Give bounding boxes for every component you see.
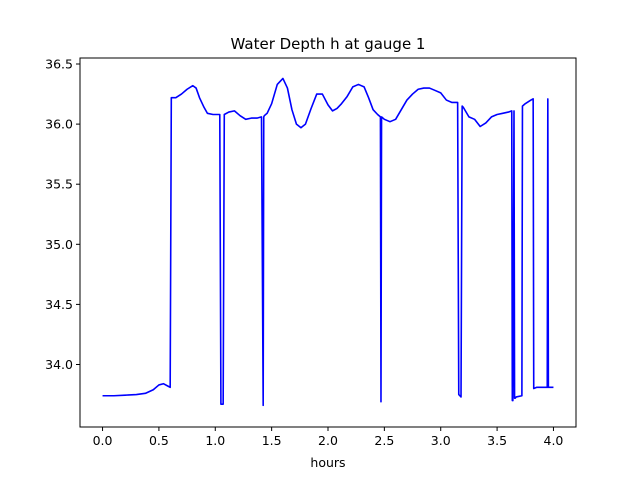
x-tick-label: 0.5: [149, 433, 169, 448]
y-tick-label: 34.0: [45, 357, 73, 372]
x-tick-label: 1.5: [262, 433, 282, 448]
data-layer: [102, 77, 554, 407]
y-tick-label: 36.0: [45, 117, 73, 132]
x-tick-label: 2.0: [318, 433, 338, 448]
x-axis: 0.0 0.5 1.0 1.5 2.0 2.5 3.0 3.5 4.0: [93, 427, 564, 448]
y-axis: 34.0 34.5 35.0 35.5 36.0 36.5: [45, 57, 80, 372]
y-tick-label: 36.5: [45, 57, 73, 72]
y-tick-label: 34.5: [45, 297, 73, 312]
x-tick-label: 3.5: [487, 433, 507, 448]
series-line-1: [102, 77, 554, 407]
chart-title: Water Depth h at gauge 1: [231, 35, 426, 53]
x-tick-label: 0.0: [93, 433, 113, 448]
x-axis-label: hours: [310, 455, 345, 470]
x-tick-label: 4.0: [544, 433, 564, 448]
y-tick-label: 35.0: [45, 237, 73, 252]
x-tick-label: 3.0: [431, 433, 451, 448]
x-tick-label: 1.0: [205, 433, 225, 448]
x-tick-label: 2.5: [374, 433, 394, 448]
y-tick-label: 35.5: [45, 177, 73, 192]
